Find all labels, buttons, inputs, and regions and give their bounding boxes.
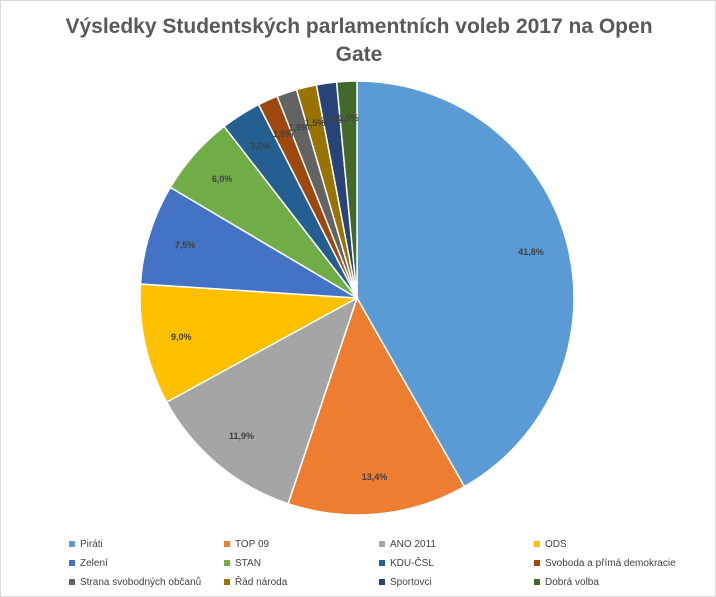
pie-slice-2 bbox=[165, 296, 359, 505]
legend-label: Sportovci bbox=[390, 576, 432, 588]
legend-label: Dobrá volba bbox=[545, 576, 599, 588]
legend-label: Strana svobodných občanů bbox=[80, 576, 202, 588]
legend-swatch bbox=[224, 541, 230, 547]
legend-swatch bbox=[379, 579, 385, 585]
legend-item: Svoboda a přímá demokracie bbox=[534, 555, 689, 571]
pie-slice-3 bbox=[139, 283, 360, 404]
legend-item: ODS bbox=[534, 536, 689, 552]
slice-data-label: 9,0% bbox=[171, 332, 192, 342]
legend-swatch bbox=[379, 541, 385, 547]
pie-chart: 41,8%13,4%11,9%9,0%7,5%6,0%3,0%1,5%1,5%1… bbox=[139, 80, 575, 516]
slice-data-label: 3,0% bbox=[250, 141, 271, 151]
legend-item: Dobrá volba bbox=[534, 574, 689, 590]
slice-data-label: 1,5% bbox=[273, 129, 294, 139]
slice-data-label: 1,5% bbox=[321, 115, 342, 125]
pie-slice-1 bbox=[287, 296, 466, 516]
legend-swatch bbox=[224, 560, 230, 566]
legend-label: Svoboda a přímá demokracie bbox=[545, 557, 676, 569]
legend-swatch bbox=[69, 541, 75, 547]
legend-item: ANO 2011 bbox=[379, 536, 534, 552]
slice-data-label: 11,9% bbox=[229, 431, 254, 441]
legend-label: ANO 2011 bbox=[390, 538, 436, 550]
legend-label: ODS bbox=[545, 538, 567, 550]
legend-swatch bbox=[534, 541, 540, 547]
legend-swatch bbox=[69, 560, 75, 566]
slice-data-label: 13,4% bbox=[362, 472, 388, 482]
legend-swatch bbox=[379, 560, 385, 566]
legend-label: Řád národa bbox=[235, 576, 288, 588]
slice-data-label: 41,8% bbox=[518, 247, 544, 257]
legend-item: Strana svobodných občanů bbox=[69, 574, 224, 590]
legend-label: STAN bbox=[235, 557, 261, 569]
legend-swatch bbox=[69, 579, 75, 585]
legend-item: Řád národa bbox=[224, 574, 379, 590]
legend-item: Sportovci bbox=[379, 574, 534, 590]
slice-data-label: 6,0% bbox=[212, 174, 233, 184]
legend-label: Piráti bbox=[80, 538, 103, 550]
chart-legend: Piráti TOP 09 ANO 2011 ODS Zelení STAN KDU-ČSL… bbox=[69, 536, 689, 590]
legend-swatch bbox=[534, 579, 540, 585]
slice-data-label: 1,5% bbox=[305, 118, 326, 128]
legend-item: Piráti bbox=[69, 536, 224, 552]
legend-swatch bbox=[224, 579, 230, 585]
legend-item: TOP 09 bbox=[224, 536, 379, 552]
pie-slice-4 bbox=[139, 186, 358, 299]
legend-label: TOP 09 bbox=[235, 538, 270, 550]
legend-label: KDU-ČSL bbox=[390, 557, 434, 569]
legend-label: Zelení bbox=[80, 557, 108, 569]
legend-item: Zelení bbox=[69, 555, 224, 571]
legend-item: KDU-ČSL bbox=[379, 555, 534, 571]
legend-swatch bbox=[534, 560, 540, 566]
legend-item: STAN bbox=[224, 555, 379, 571]
slice-data-label: 1,5% bbox=[288, 123, 309, 133]
pie-slice-11 bbox=[335, 80, 358, 299]
chart-title: Výsledky Studentských parlamentních vole… bbox=[65, 15, 653, 66]
slice-data-label: 1,5% bbox=[338, 113, 359, 123]
pie-slice-0 bbox=[356, 80, 575, 488]
slice-data-label: 7,5% bbox=[175, 240, 196, 250]
